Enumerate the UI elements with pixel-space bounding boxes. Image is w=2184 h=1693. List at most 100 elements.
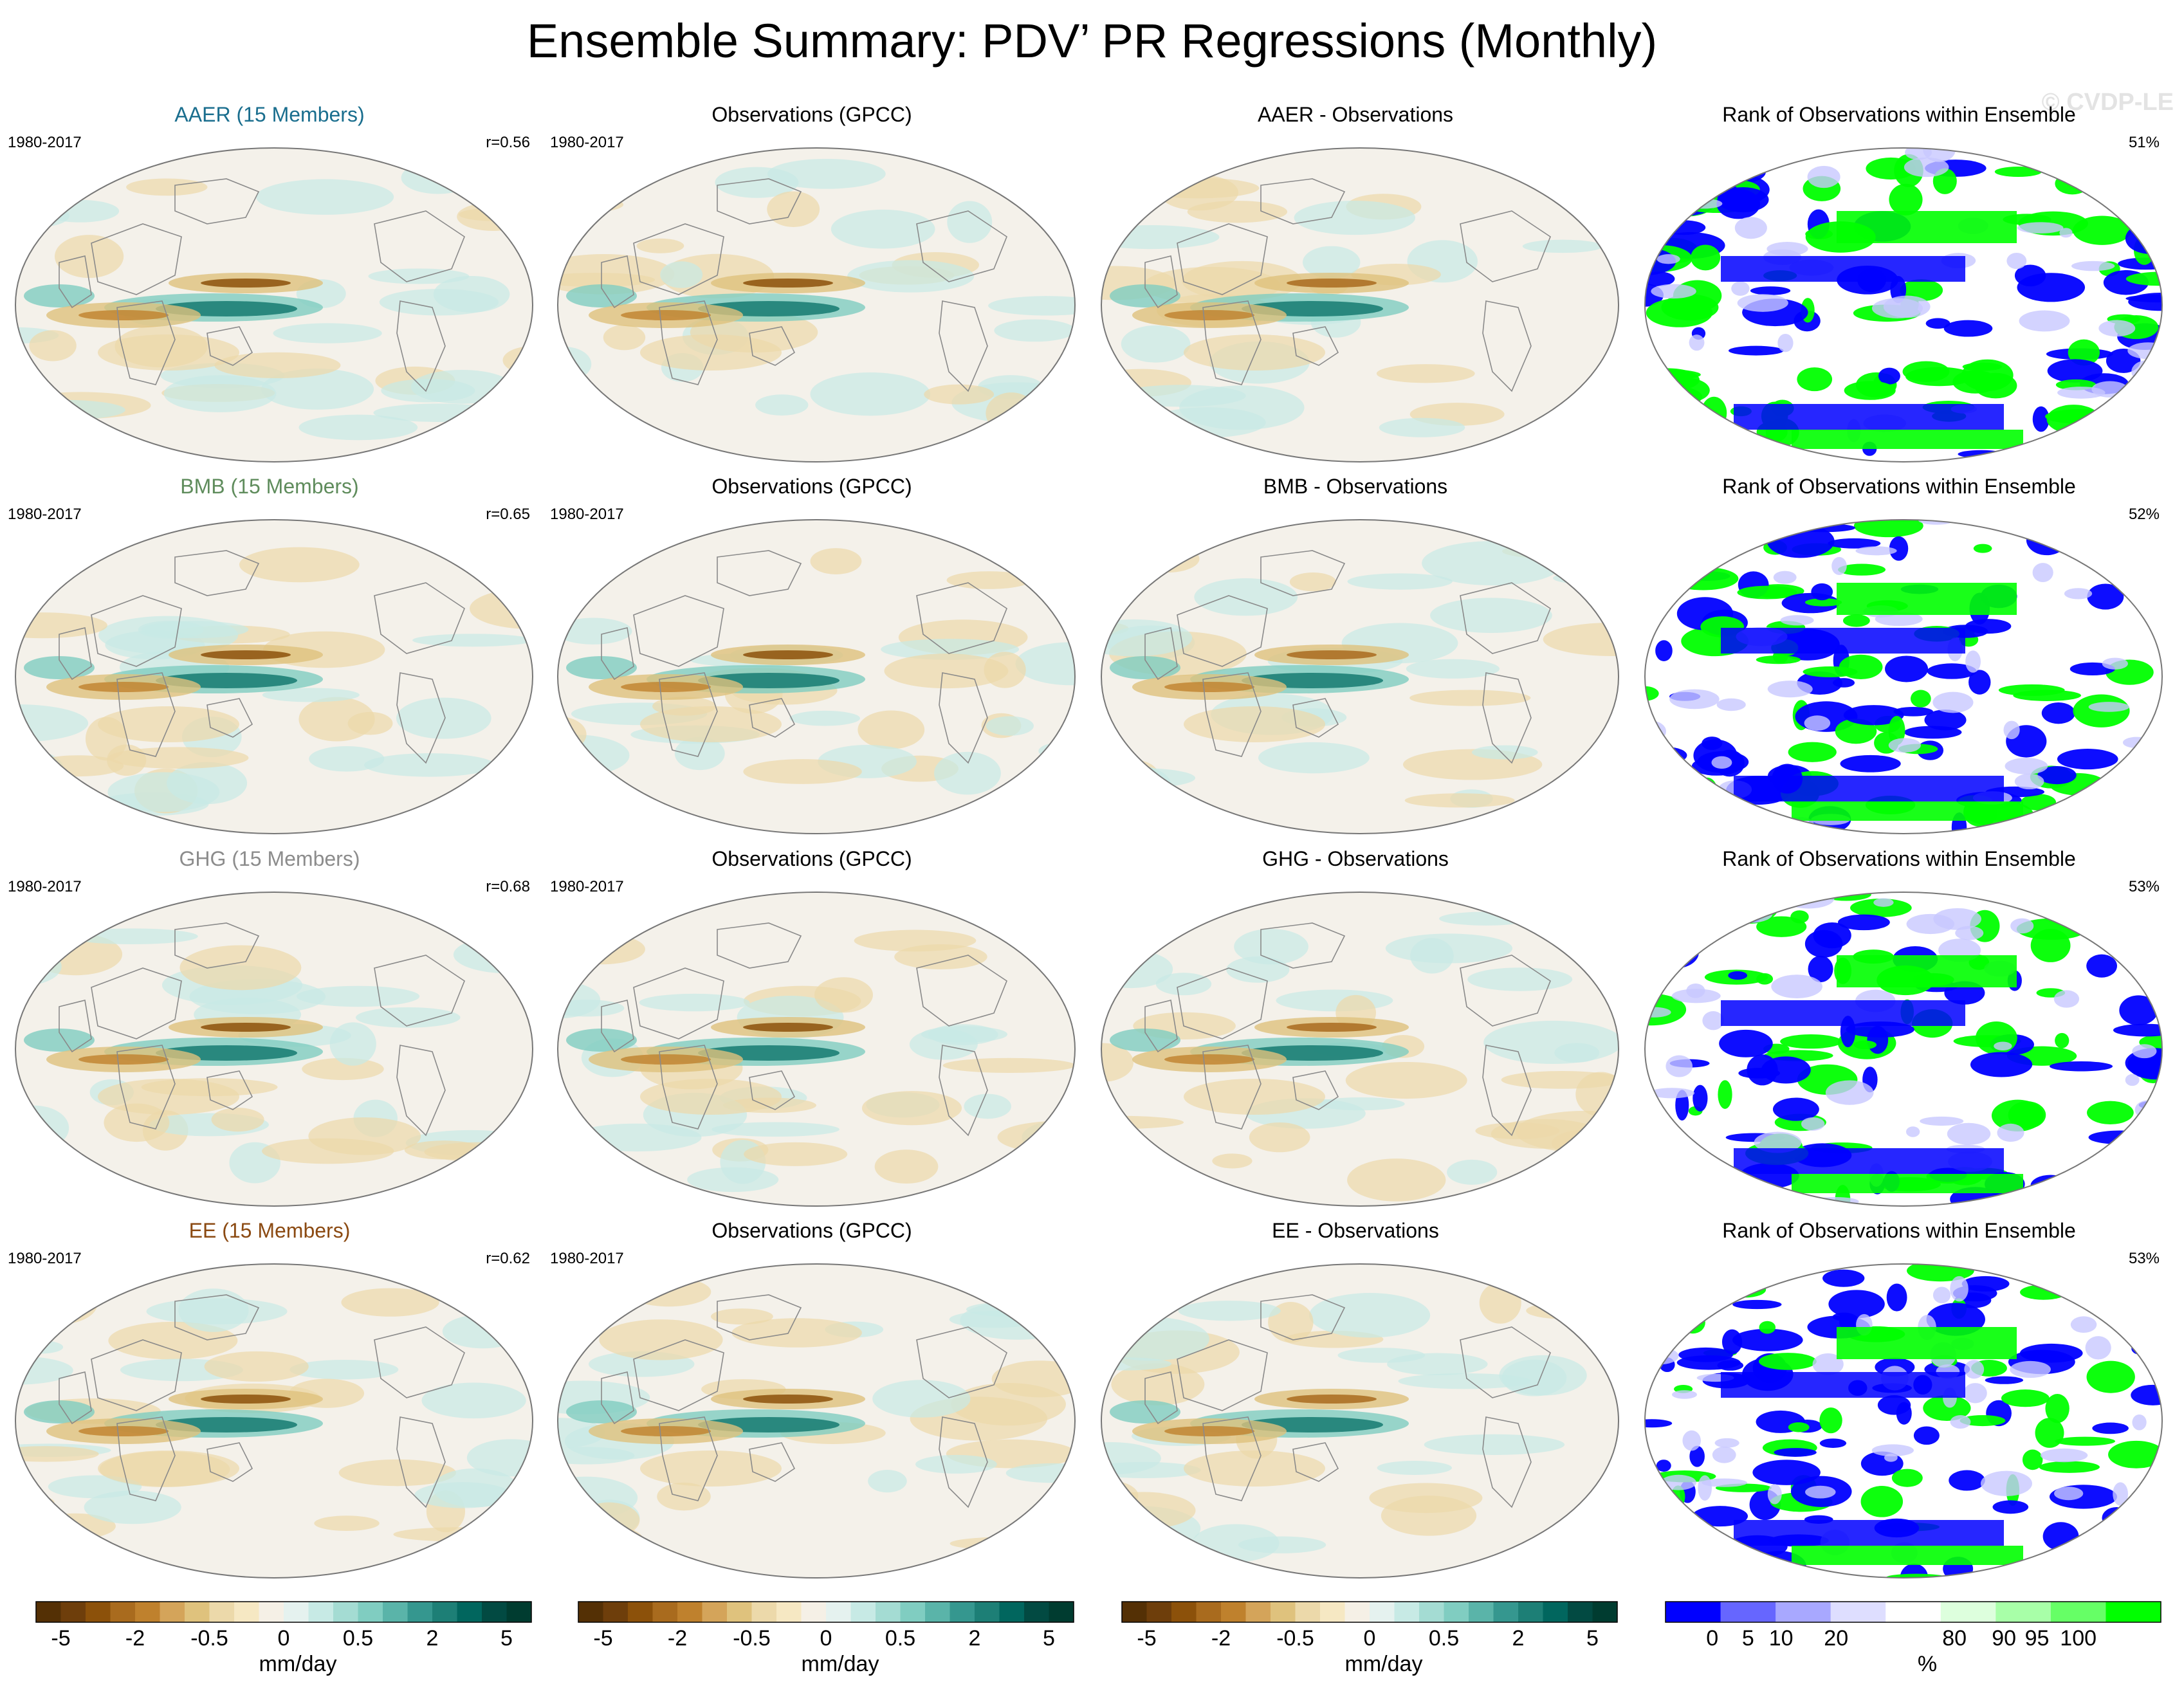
- colorbar-swatch: [727, 1602, 752, 1622]
- panel-bmb-rank: Rank of Observations within Ensemble 52%: [1635, 472, 2163, 839]
- panel-title: AAER (15 Members): [174, 103, 365, 126]
- colorbar-swatch: [826, 1602, 851, 1622]
- precipitation-map: [1101, 892, 1619, 1207]
- colorbar-tick-label: 95: [2024, 1626, 2050, 1651]
- panel-aaer-model: AAER (15 Members) 1980-2017 r=0.56: [5, 100, 534, 467]
- colorbar-swatch: [776, 1602, 802, 1622]
- colorbar-tick-label: -5: [51, 1626, 71, 1651]
- colorbar-tick-label: -5: [1137, 1626, 1157, 1651]
- panel-title: Rank of Observations within Ensemble: [1722, 847, 2076, 870]
- precipitation-map: [15, 1263, 533, 1579]
- correlation-label: r=0.65: [486, 506, 530, 523]
- colorbar-swatch: [925, 1602, 950, 1622]
- colorbar-swatch: [1666, 1602, 1721, 1622]
- period-label: 1980-2017: [550, 878, 624, 895]
- colorbar-swatch: [358, 1602, 383, 1622]
- correlation-label: r=0.68: [486, 878, 530, 895]
- colorbar-swatch: [1518, 1602, 1543, 1622]
- precipitation-map: [15, 519, 533, 834]
- panel-title: Observations (GPCC): [711, 103, 912, 126]
- colorbar-swatch: [1245, 1602, 1271, 1622]
- panel-bmb-model: BMB (15 Members) 1980-2017 r=0.65: [5, 472, 534, 839]
- colorbar-swatches: [1665, 1601, 2161, 1623]
- colorbar-swatch: [2106, 1602, 2161, 1622]
- rank-percent-label: 52%: [2128, 506, 2160, 523]
- colorbar-swatch: [308, 1602, 334, 1622]
- panel-title: GHG (15 Members): [179, 847, 360, 870]
- precipitation-map: [557, 892, 1076, 1207]
- precipitation-map: [1101, 1263, 1619, 1579]
- panel-title: BMB (15 Members): [180, 475, 359, 498]
- panel-aaer-rank: Rank of Observations within Ensemble 51%: [1635, 100, 2163, 467]
- colorbar-swatch: [801, 1602, 827, 1622]
- colorbar-swatch: [333, 1602, 358, 1622]
- colorbar-swatch: [1996, 1602, 2051, 1622]
- period-label: 1980-2017: [8, 1250, 82, 1267]
- colorbar-swatch: [876, 1602, 901, 1622]
- colorbar-swatch: [1320, 1602, 1345, 1622]
- period-label: 1980-2017: [550, 134, 624, 151]
- colorbar-swatch: [234, 1602, 259, 1622]
- period-label: 1980-2017: [8, 134, 82, 151]
- colorbar-tick-label: 5: [500, 1626, 513, 1651]
- panel-title: Rank of Observations within Ensemble: [1722, 103, 2076, 126]
- colorbar-swatch: [1830, 1602, 1886, 1622]
- panel-ghg-diff: GHG - Observations: [1091, 845, 1620, 1211]
- panel-title: Observations (GPCC): [711, 475, 912, 498]
- panel-aaer-diff: AAER - Observations: [1091, 100, 1620, 467]
- colorbar-swatch: [1720, 1602, 1776, 1622]
- period-label: 1980-2017: [8, 878, 82, 895]
- colorbar-swatch: [259, 1602, 284, 1622]
- colorbar-swatch: [110, 1602, 136, 1622]
- colorbar-tick-label: 2: [1512, 1626, 1525, 1651]
- panel-ghg-obs: Observations (GPCC) 1980-2017: [547, 845, 1076, 1211]
- colorbar-tick-label: -0.5: [733, 1626, 771, 1651]
- colorbar-swatches: [35, 1601, 532, 1623]
- rank-map: [1644, 1263, 2163, 1579]
- colorbar-swatch: [677, 1602, 702, 1622]
- colorbar-swatch: [284, 1602, 309, 1622]
- rank-percent-label: 53%: [2128, 1250, 2160, 1267]
- panel-title: AAER - Observations: [1257, 103, 1454, 126]
- colorbar-tick-label: 20: [1824, 1626, 1849, 1651]
- colorbar-swatches: [1121, 1601, 1618, 1623]
- rank-map: [1644, 147, 2163, 462]
- colorbar-swatch: [60, 1602, 86, 1622]
- period-label: 1980-2017: [8, 506, 82, 523]
- panel-ghg-model: GHG (15 Members) 1980-2017 r=0.68: [5, 845, 534, 1211]
- colorbar-difference: -5 -2 -0.5 0 0.5 2 5 mm/day: [1119, 1600, 1648, 1690]
- colorbar-swatch: [482, 1602, 507, 1622]
- colorbar-tick-label: 5: [1586, 1626, 1599, 1651]
- colorbar-tick-label: 5: [1741, 1626, 1754, 1651]
- panel-ee-model: EE (15 Members) 1980-2017 r=0.62: [5, 1216, 534, 1583]
- colorbar-swatch: [407, 1602, 433, 1622]
- colorbar-tick-label: -0.5: [190, 1626, 228, 1651]
- colorbar-tick-label: 0: [820, 1626, 832, 1651]
- colorbar-swatch: [702, 1602, 728, 1622]
- colorbar-swatch: [1271, 1602, 1296, 1622]
- colorbar-swatch: [1469, 1602, 1494, 1622]
- rank-map: [1644, 892, 2163, 1207]
- colorbar-swatch: [1122, 1602, 1147, 1622]
- colorbar-tick-label: -5: [593, 1626, 613, 1651]
- colorbar-swatch: [900, 1602, 926, 1622]
- colorbar-tick-label: -0.5: [1276, 1626, 1314, 1651]
- colorbar-tick-label: 0.5: [342, 1626, 374, 1651]
- precipitation-map: [557, 1263, 1076, 1579]
- colorbar-tick-label: 0: [1363, 1626, 1376, 1651]
- rank-percent-label: 53%: [2128, 878, 2160, 895]
- colorbar-swatch: [2050, 1602, 2106, 1622]
- colorbar-tick-label: -2: [1211, 1626, 1231, 1651]
- panel-aaer-obs: Observations (GPCC) 1980-2017: [547, 100, 1076, 467]
- colorbar-tick-label: -2: [125, 1626, 145, 1651]
- colorbar-swatch: [1493, 1602, 1519, 1622]
- panel-bmb-obs: Observations (GPCC) 1980-2017: [547, 472, 1076, 839]
- precipitation-map: [15, 892, 533, 1207]
- colorbar-unit: mm/day: [801, 1652, 879, 1676]
- colorbar-rank: 0 5 10 20 80 90 95 100%: [1663, 1600, 2184, 1690]
- colorbar-swatch: [1543, 1602, 1568, 1622]
- panel-title: BMB - Observations: [1263, 475, 1448, 498]
- panel-title: Rank of Observations within Ensemble: [1722, 475, 2076, 498]
- colorbar-swatch: [86, 1602, 111, 1622]
- colorbar-swatch: [578, 1602, 603, 1622]
